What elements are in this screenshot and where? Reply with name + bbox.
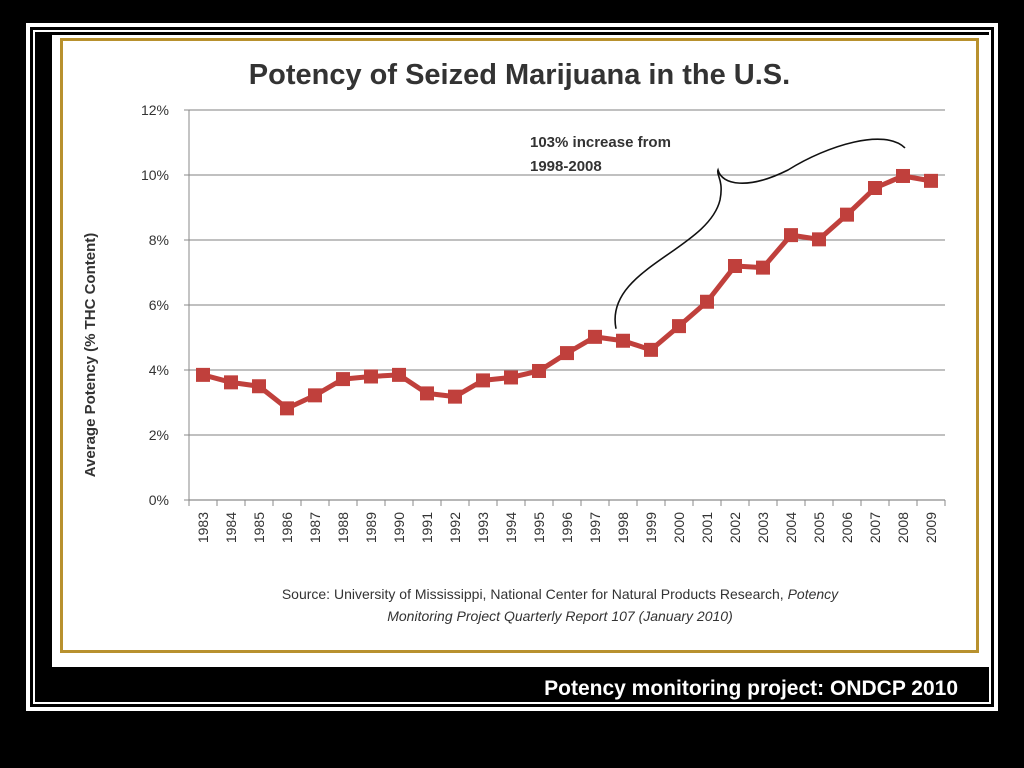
data-point [616, 333, 630, 348]
x-tick-label: 2005 [811, 512, 827, 543]
y-tick-label: 8% [149, 232, 169, 248]
x-tick-label: 1984 [223, 512, 239, 543]
x-tick-label: 1992 [447, 512, 463, 543]
y-tick-label: 0% [149, 492, 169, 508]
data-point [896, 168, 910, 183]
x-tick-label: 1996 [559, 512, 575, 543]
y-tick-label: 10% [141, 167, 169, 183]
y-tick-label: 6% [149, 297, 169, 313]
y-tick-label: 4% [149, 362, 169, 378]
data-point [252, 379, 266, 394]
data-point [728, 259, 742, 273]
source-note: Source: University of Mississippi, Natio… [200, 583, 920, 627]
x-tick-label: 2006 [839, 512, 855, 543]
data-point [280, 401, 294, 416]
y-tick-label: 12% [141, 102, 169, 118]
data-point [532, 363, 546, 378]
x-tick-label: 1987 [307, 512, 323, 543]
data-point [812, 232, 826, 247]
x-tick-label: 1988 [335, 512, 351, 543]
x-tick-label: 1991 [419, 512, 435, 543]
x-tick-label: 2008 [895, 512, 911, 543]
data-point [448, 389, 462, 404]
x-tick-label: 1994 [503, 512, 519, 543]
x-tick-label: 1993 [475, 512, 491, 543]
data-point [868, 181, 882, 195]
data-point [504, 370, 518, 385]
data-point [560, 346, 574, 361]
annotation-brace [614, 138, 906, 329]
x-tick-label: 1997 [587, 512, 603, 543]
x-tick-label: 2004 [783, 512, 799, 543]
data-point [700, 294, 714, 309]
data-point [336, 372, 350, 387]
data-point [784, 228, 798, 243]
annotation-text-line2: 1998-2008 [530, 158, 602, 175]
data-point [196, 367, 210, 382]
data-point [364, 369, 378, 384]
data-point [924, 173, 938, 188]
x-tick-label: 2000 [671, 512, 687, 543]
data-point [420, 386, 434, 401]
x-tick-label: 1986 [279, 512, 295, 543]
x-tick-label: 1989 [363, 512, 379, 543]
data-point [392, 367, 406, 382]
footer-caption: Potency monitoring project: ONDCP 2010 [544, 677, 958, 700]
data-point [588, 329, 602, 344]
slide-inner-frame [33, 30, 991, 704]
x-tick-label: 2007 [867, 512, 883, 543]
annotation-text-line1: 103% increase from [530, 134, 671, 151]
x-tick-label: 2003 [755, 512, 771, 543]
data-point [308, 388, 322, 403]
data-point [672, 319, 686, 334]
x-tick-label: 1985 [251, 512, 267, 543]
chart-image-border [60, 38, 979, 653]
data-point [840, 207, 854, 222]
chart-title: Potency of Seized Marijuana in the U.S. [248, 59, 791, 91]
data-point [224, 375, 238, 390]
x-tick-label: 1998 [615, 512, 631, 543]
source-italic-1: Potency [787, 586, 839, 602]
x-tick-label: 2002 [727, 512, 743, 543]
x-tick-label: 1995 [531, 512, 547, 543]
y-axis-title: Average Potency (% THC Content) [82, 233, 99, 477]
data-point [756, 260, 770, 275]
data-point [644, 342, 658, 357]
x-tick-label: 2001 [699, 512, 715, 543]
y-tick-label: 2% [149, 427, 169, 443]
series-line [202, 173, 932, 411]
x-tick-label: 1983 [195, 512, 211, 543]
x-tick-label: 1999 [643, 512, 659, 543]
source-prefix: Source: University of Mississippi, Natio… [281, 586, 788, 602]
source-italic-2: Monitoring Project Quarterly Report 107 … [387, 608, 733, 624]
x-tick-label: 1990 [391, 512, 407, 543]
slide-outer-frame [26, 23, 998, 711]
x-tick-label: 2009 [923, 512, 939, 543]
data-point [476, 373, 490, 388]
